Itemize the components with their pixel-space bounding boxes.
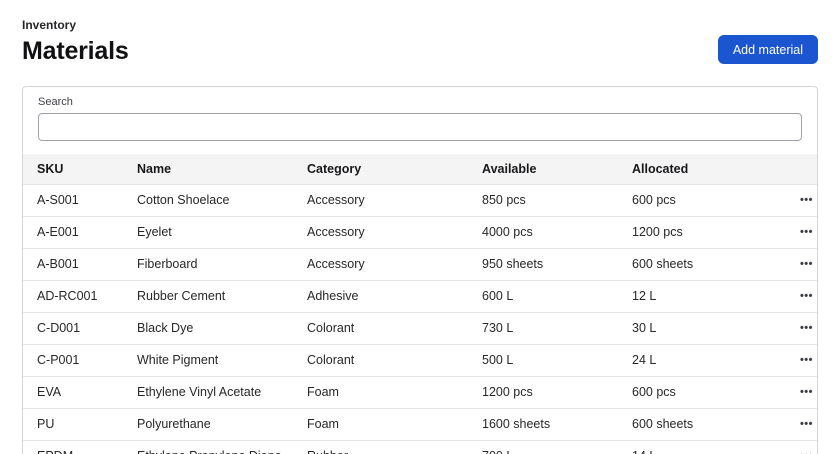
- cell-sku: EPDM: [23, 440, 123, 454]
- cell-available: 4000 pcs: [468, 216, 618, 249]
- cell-available: 1200 pcs: [468, 376, 618, 409]
- cell-allocated: 14 L: [618, 440, 768, 454]
- breadcrumb: Inventory: [22, 18, 77, 32]
- cell-available: 600 L: [468, 280, 618, 313]
- cell-allocated: 600 pcs: [618, 376, 768, 409]
- table-row: A-S001 Cotton Shoelace Accessory 850 pcs…: [23, 184, 817, 217]
- column-header-allocated: Allocated: [618, 154, 768, 185]
- cell-name: Ethylene Vinyl Acetate: [123, 376, 293, 409]
- cell-category: Rubber: [293, 440, 468, 454]
- cell-allocated: 600 pcs: [618, 184, 768, 217]
- cell-category: Accessory: [293, 216, 468, 249]
- table-body: A-S001 Cotton Shoelace Accessory 850 pcs…: [23, 184, 817, 454]
- table-row: PU Polyurethane Foam 1600 sheets 600 she…: [23, 408, 817, 441]
- cell-allocated: 1200 pcs: [618, 216, 768, 249]
- cell-sku: A-B001: [23, 248, 123, 281]
- cell-sku: EVA: [23, 376, 123, 409]
- table-header-row: SKU Name Category Available Allocated: [23, 154, 817, 185]
- cell-allocated: 12 L: [618, 280, 768, 313]
- cell-name: White Pigment: [123, 344, 293, 377]
- column-header-name: Name: [123, 154, 293, 185]
- cell-allocated: 600 sheets: [618, 408, 768, 441]
- table-header: SKU Name Category Available Allocated: [23, 154, 817, 185]
- cell-allocated: 24 L: [618, 344, 768, 377]
- cell-name: Eyelet: [123, 216, 293, 249]
- table-row: C-P001 White Pigment Colorant 500 L 24 L…: [23, 344, 817, 377]
- row-actions-ellipsis-icon[interactable]: •••: [796, 321, 817, 336]
- cell-category: Accessory: [293, 184, 468, 217]
- cell-available: 1600 sheets: [468, 408, 618, 441]
- cell-actions: •••: [768, 376, 817, 409]
- cell-available: 730 L: [468, 312, 618, 345]
- column-header-available: Available: [468, 154, 618, 185]
- cell-sku: PU: [23, 408, 123, 441]
- add-material-button[interactable]: Add material: [717, 35, 818, 64]
- row-actions-ellipsis-icon[interactable]: •••: [796, 449, 817, 454]
- cell-actions: •••: [768, 184, 817, 217]
- cell-name: Ethylene Propylene Diene: [123, 440, 293, 454]
- row-actions-ellipsis-icon[interactable]: •••: [796, 193, 817, 208]
- cell-sku: A-S001: [23, 184, 123, 217]
- cell-actions: •••: [768, 248, 817, 281]
- row-actions-ellipsis-icon[interactable]: •••: [796, 353, 817, 368]
- cell-category: Adhesive: [293, 280, 468, 313]
- column-header-actions: [768, 154, 817, 185]
- cell-sku: C-D001: [23, 312, 123, 345]
- cell-allocated: 600 sheets: [618, 248, 768, 281]
- cell-available: 850 pcs: [468, 184, 618, 217]
- cell-name: Rubber Cement: [123, 280, 293, 313]
- title-block: Inventory Materials: [22, 18, 129, 66]
- cell-actions: •••: [768, 440, 817, 454]
- row-actions-ellipsis-icon[interactable]: •••: [796, 289, 817, 304]
- row-actions-ellipsis-icon[interactable]: •••: [796, 225, 817, 240]
- cell-category: Colorant: [293, 344, 468, 377]
- cell-sku: A-E001: [23, 216, 123, 249]
- page-header: Inventory Materials Add material: [22, 18, 818, 66]
- row-actions-ellipsis-icon[interactable]: •••: [796, 417, 817, 432]
- materials-card: Search SKU Name Category Available Alloc…: [22, 86, 818, 454]
- table-row: C-D001 Black Dye Colorant 730 L 30 L •••: [23, 312, 817, 345]
- table-row: EVA Ethylene Vinyl Acetate Foam 1200 pcs…: [23, 376, 817, 409]
- column-header-sku: SKU: [23, 154, 123, 185]
- cell-name: Polyurethane: [123, 408, 293, 441]
- search-label: Search: [38, 96, 73, 108]
- cell-allocated: 30 L: [618, 312, 768, 345]
- page-title: Materials: [22, 37, 129, 65]
- cell-category: Foam: [293, 408, 468, 441]
- cell-actions: •••: [768, 344, 817, 377]
- row-actions-ellipsis-icon[interactable]: •••: [796, 257, 817, 272]
- cell-available: 500 L: [468, 344, 618, 377]
- cell-actions: •••: [768, 408, 817, 441]
- materials-table: SKU Name Category Available Allocated A-…: [23, 154, 817, 454]
- cell-actions: •••: [768, 216, 817, 249]
- column-header-category: Category: [293, 154, 468, 185]
- cell-name: Fiberboard: [123, 248, 293, 281]
- cell-actions: •••: [768, 312, 817, 345]
- cell-category: Accessory: [293, 248, 468, 281]
- search-input[interactable]: [38, 113, 802, 141]
- table-row: A-E001 Eyelet Accessory 4000 pcs 1200 pc…: [23, 216, 817, 249]
- cell-category: Foam: [293, 376, 468, 409]
- cell-name: Black Dye: [123, 312, 293, 345]
- row-actions-ellipsis-icon[interactable]: •••: [796, 385, 817, 400]
- cell-available: 700 L: [468, 440, 618, 454]
- search-section: Search: [23, 87, 817, 154]
- table-row: A-B001 Fiberboard Accessory 950 sheets 6…: [23, 248, 817, 281]
- cell-category: Colorant: [293, 312, 468, 345]
- cell-sku: AD-RC001: [23, 280, 123, 313]
- table-row: EPDM Ethylene Propylene Diene Rubber 700…: [23, 440, 817, 454]
- cell-name: Cotton Shoelace: [123, 184, 293, 217]
- cell-sku: C-P001: [23, 344, 123, 377]
- table-row: AD-RC001 Rubber Cement Adhesive 600 L 12…: [23, 280, 817, 313]
- cell-actions: •••: [768, 280, 817, 313]
- cell-available: 950 sheets: [468, 248, 618, 281]
